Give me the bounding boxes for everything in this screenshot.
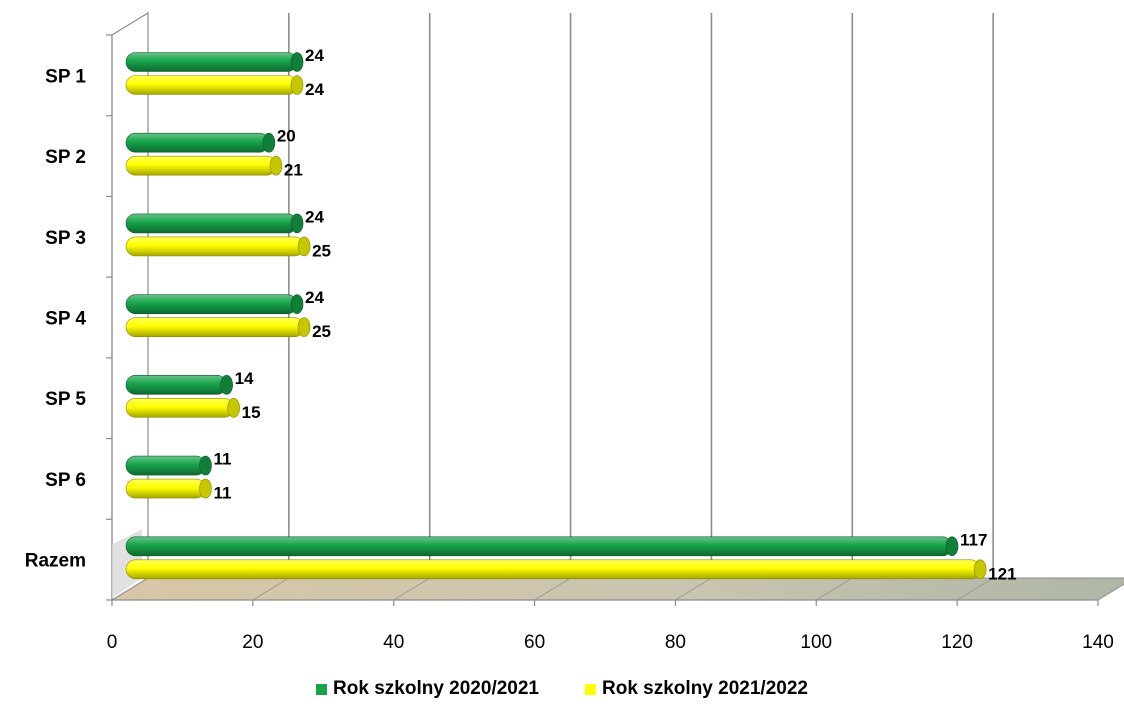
- legend-label-2021-2022: Rok szkolny 2021/2022: [602, 678, 808, 699]
- bar-cap: [945, 536, 959, 557]
- bar: [125, 478, 206, 499]
- category-label: SP 6: [45, 470, 86, 491]
- floor-gridline: [956, 577, 994, 601]
- x-tick-label: 120: [941, 632, 973, 653]
- bar-cap: [269, 155, 283, 176]
- data-label: 11: [213, 484, 231, 503]
- bar: [125, 52, 298, 72]
- category-label: SP 2: [45, 147, 86, 168]
- bar: [125, 132, 270, 153]
- data-label: 24: [305, 288, 324, 307]
- bar: [125, 559, 981, 580]
- bar-cap: [262, 132, 276, 153]
- legend-item-2020-2021: Rok szkolny 2020/2021: [316, 678, 539, 700]
- data-label: 14: [235, 369, 254, 388]
- data-label: 25: [312, 322, 331, 341]
- bar-cap: [297, 317, 311, 337]
- data-label: 20: [277, 127, 296, 146]
- data-label: 25: [312, 241, 331, 260]
- chart-floor: [110, 577, 1124, 601]
- legend-item-2021-2022: Rok szkolny 2021/2022: [585, 678, 808, 700]
- bar: [125, 455, 206, 476]
- bar: [125, 294, 298, 314]
- x-tick-label: 100: [800, 632, 832, 653]
- x-tick-label: 40: [383, 632, 404, 653]
- bar-cap: [199, 455, 212, 476]
- bar-cap: [290, 75, 304, 95]
- x-tick-label: 140: [1082, 632, 1114, 653]
- x-tick-label: 0: [107, 632, 118, 653]
- floor-gridline: [1097, 583, 1124, 601]
- bar-cap: [290, 294, 304, 314]
- data-label: 121: [988, 564, 1016, 583]
- floor-gridline: [393, 577, 430, 601]
- bar-cap: [227, 398, 240, 418]
- data-label: 117: [960, 530, 987, 549]
- legend-swatch-green-icon: [316, 683, 328, 695]
- bar: [125, 155, 277, 176]
- bar: [125, 236, 305, 257]
- legend-swatch-yellow-icon: [585, 683, 596, 695]
- bar: [125, 375, 227, 395]
- floor-gridline: [534, 577, 571, 601]
- floor-gridline: [111, 577, 149, 601]
- x-tick-label: 20: [242, 632, 263, 653]
- category-label: SP 5: [45, 389, 86, 410]
- data-label: 21: [284, 161, 303, 180]
- bar: [125, 317, 305, 337]
- floor-gridline: [675, 577, 712, 601]
- floor-gridline: [816, 577, 853, 601]
- bar-cap: [290, 52, 304, 72]
- legend: Rok szkolny 2020/2021 Rok szkolny 2021/2…: [0, 676, 1124, 702]
- x-tick-label: 60: [524, 632, 545, 653]
- bar-cap: [290, 213, 304, 234]
- category-label: SP 1: [45, 66, 86, 87]
- floor-gridline: [252, 577, 290, 601]
- bar-cap: [973, 559, 987, 580]
- bar: [125, 213, 298, 234]
- data-label: 24: [305, 80, 324, 99]
- category-label: Razem: [25, 551, 86, 572]
- bar: [125, 398, 234, 418]
- data-label: 15: [242, 403, 261, 422]
- x-tick-label: 80: [665, 632, 686, 653]
- bar-cap: [199, 478, 212, 499]
- data-label: 24: [305, 207, 324, 226]
- category-label: SP 4: [45, 309, 86, 330]
- data-label: 11: [213, 450, 231, 469]
- category-label: SP 3: [45, 228, 86, 249]
- bar: [125, 75, 298, 95]
- bar-cap: [220, 375, 233, 395]
- bar-cap: [297, 236, 311, 257]
- data-label: 24: [305, 46, 324, 65]
- bar: [125, 536, 953, 557]
- legend-label-2020-2021: Rok szkolny 2020/2021: [333, 678, 539, 699]
